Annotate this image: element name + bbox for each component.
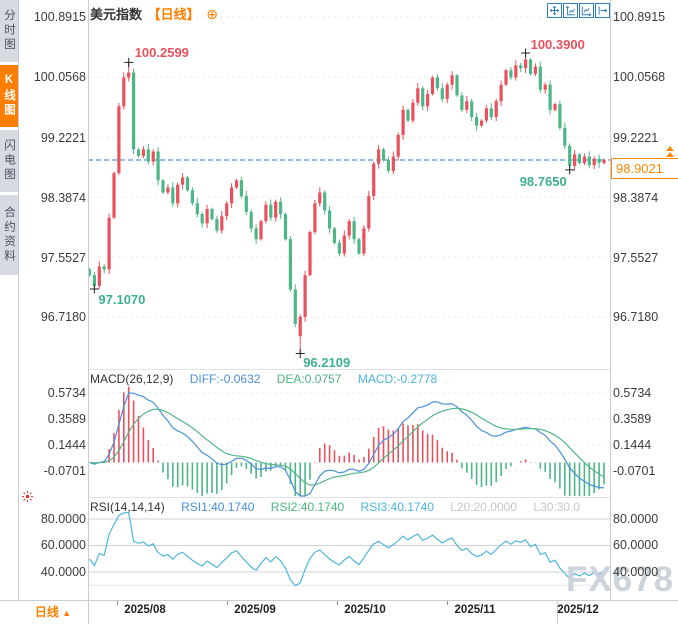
macd-diff: DIFF:-0.0632 — [189, 372, 261, 386]
rsi2-value: RSI2:40.1740 — [270, 500, 345, 514]
y-axis-label: 96.7180 — [613, 310, 659, 324]
price-annotation: 98.7650 — [519, 173, 567, 189]
price-direction-arrows — [666, 146, 674, 158]
rsi-l20-value: L20:20.0000 — [450, 500, 517, 514]
x-axis-label: 2025/08 — [124, 604, 166, 616]
macd-dea: DEA:0.0757 — [276, 372, 342, 386]
y-axis-label: 98.3874 — [40, 191, 86, 205]
y-axis-label: 100.0568 — [613, 70, 666, 84]
time-axis-bar: 日线 ▲ 2025/08 2025/09 2025/10 2025/11 202… — [0, 600, 678, 624]
macd-value: MACD:-0.2778 — [357, 372, 438, 386]
x-tick — [117, 601, 118, 605]
sidebar-tab-contract-info[interactable]: 合约资料 — [0, 195, 18, 275]
plot-right-border — [610, 0, 611, 600]
sidebar-divider — [18, 0, 19, 624]
indicator-settings-icon[interactable] — [21, 490, 34, 508]
price-annotation: 100.2599 — [134, 45, 189, 61]
price-annotation: 97.1070 — [98, 292, 146, 308]
y-axis-label: 97.5527 — [40, 251, 86, 265]
macd-axis-label: 0.1444 — [613, 438, 652, 452]
period-tag: 【日线】 — [147, 7, 200, 22]
x-axis-label: 2025/10 — [344, 604, 386, 616]
rsi-name: RSI(14,14,14) — [90, 500, 165, 514]
macd-axis-label: 0.3589 — [613, 412, 652, 426]
sidebar-tab-timeline[interactable]: 分时图 — [0, 0, 18, 62]
macd-axis-label: 0.5734 — [47, 386, 86, 400]
x-axis-label: 2025/12 — [557, 604, 599, 616]
rsi-separator — [88, 497, 610, 498]
x-tick — [447, 601, 448, 605]
period-selector[interactable]: 日线 ▲ — [18, 601, 89, 624]
rsi3-value: RSI3:40.1740 — [360, 500, 434, 514]
rsi-axis-label: 80.0000 — [613, 512, 659, 526]
rsi-axis-label: 80.0000 — [40, 512, 86, 526]
y-axis-scale-icon[interactable] — [563, 3, 578, 18]
rsi1-value: RSI1:40.1740 — [181, 500, 255, 514]
macd-axis-label: -0.0701 — [43, 464, 86, 478]
rsi-axis-label: 40.0000 — [40, 565, 86, 579]
y-axis-label: 97.5527 — [613, 251, 659, 265]
macd-axis-label: 0.5734 — [613, 386, 652, 400]
macd-axis-label: -0.0701 — [613, 464, 656, 478]
macd-name: MACD(26,12,9) — [90, 372, 174, 386]
y-axis-label: 100.8915 — [613, 10, 666, 24]
x-tick — [337, 601, 338, 605]
dropdown-arrow-icon: ▲ — [62, 608, 72, 618]
fx678-watermark: FX678 — [566, 560, 675, 599]
pan-right-icon[interactable] — [595, 3, 610, 18]
macd-axis-label: 0.3589 — [47, 412, 86, 426]
chart-toolbar — [547, 3, 611, 18]
y-axis-label: 100.8915 — [33, 10, 86, 24]
sidebar-tab-lightning[interactable]: 闪电图 — [0, 130, 18, 192]
rsi-header: RSI(14,14,14) RSI1:40.1740 RSI2:40.1740 … — [90, 500, 593, 514]
macd-header: MACD(26,12,9) DIFF:-0.0632 DEA:0.0757 MA… — [90, 372, 450, 386]
y-axis-label: 96.7180 — [40, 310, 86, 324]
rsi-axis-label: 40.0000 — [613, 565, 659, 579]
x-tick — [557, 601, 558, 624]
instrument-title: 美元指数 — [90, 7, 143, 22]
price-annotation: 100.3900 — [530, 37, 585, 53]
crosshair-move-icon[interactable] — [547, 3, 562, 18]
sidebar-tab-kline[interactable]: K线图 — [0, 65, 18, 127]
x-axis-scale-icon[interactable] — [579, 3, 594, 18]
macd-separator — [88, 369, 610, 370]
y-axis-label: 99.2221 — [613, 131, 659, 145]
y-axis-label: 98.3874 — [613, 191, 659, 205]
x-tick — [227, 601, 228, 605]
current-price-tag: 98.9021 — [611, 158, 678, 179]
x-axis-label: 2025/11 — [454, 604, 496, 616]
chart-title-row: 美元指数 【日线】 ⊕ — [90, 4, 218, 23]
price-annotation: 96.2109 — [303, 355, 351, 371]
add-indicator-icon[interactable]: ⊕ — [206, 6, 219, 22]
rsi-l30-value: L30:30.0 — [533, 500, 581, 514]
rsi-axis-label: 60.0000 — [40, 538, 86, 552]
macd-axis-label: 0.1444 — [47, 438, 86, 452]
plot-left-border — [88, 0, 89, 600]
y-axis-label: 99.2221 — [40, 131, 86, 145]
y-axis-label: 100.0568 — [33, 70, 86, 84]
rsi-axis-label: 60.0000 — [613, 538, 659, 552]
x-axis-label: 2025/09 — [234, 604, 276, 616]
